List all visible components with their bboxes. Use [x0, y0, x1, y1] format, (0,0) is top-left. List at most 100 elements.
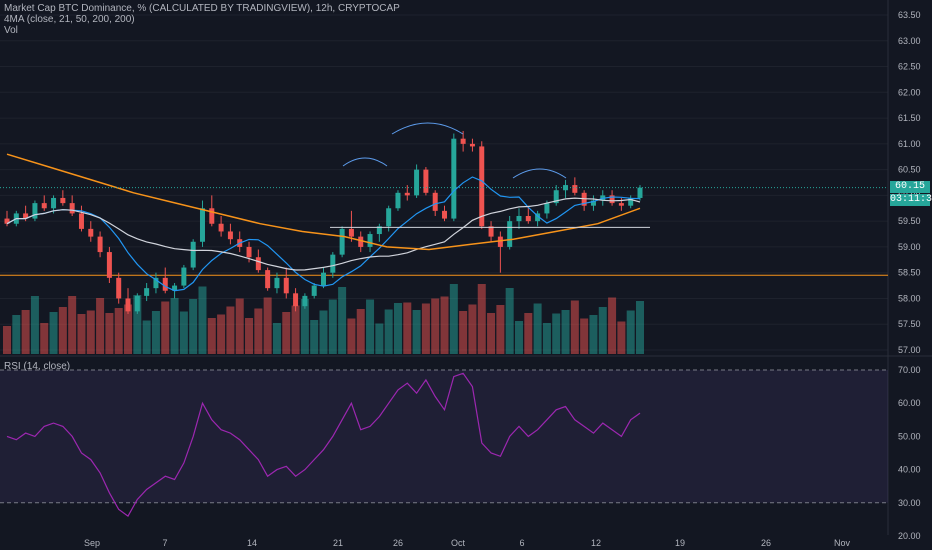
- candle-body[interactable]: [339, 228, 345, 255]
- candle-body[interactable]: [432, 192, 438, 211]
- candle-body[interactable]: [376, 226, 382, 235]
- price-axis-label[interactable]: 57.00: [898, 345, 921, 355]
- candle-body[interactable]: [190, 241, 196, 268]
- candle-body[interactable]: [209, 208, 215, 224]
- candle-body[interactable]: [637, 187, 643, 198]
- candle-body[interactable]: [535, 213, 541, 222]
- time-axis-label[interactable]: Nov: [834, 538, 851, 548]
- candle-body[interactable]: [153, 277, 159, 289]
- candle-body[interactable]: [274, 277, 280, 289]
- price-axis-label[interactable]: 58.50: [898, 268, 921, 278]
- time-axis-label[interactable]: 14: [247, 538, 257, 548]
- ma-200-line[interactable]: [6, 153, 641, 251]
- candle-body[interactable]: [144, 288, 150, 296]
- candle-body[interactable]: [88, 228, 94, 237]
- candle-body[interactable]: [51, 197, 57, 209]
- candle-body[interactable]: [116, 277, 122, 299]
- volume-indicator-label[interactable]: Vol: [4, 25, 18, 36]
- candle-body[interactable]: [423, 169, 429, 193]
- price-axis-label[interactable]: 62.50: [898, 62, 921, 72]
- rsi-axis-label[interactable]: 40.00: [898, 465, 921, 475]
- candle-body[interactable]: [525, 216, 531, 222]
- candle-body[interactable]: [172, 285, 178, 291]
- candle-body[interactable]: [563, 185, 569, 191]
- candle-body[interactable]: [488, 226, 494, 237]
- candle-body[interactable]: [358, 236, 364, 247]
- candle-body[interactable]: [367, 234, 373, 247]
- rsi-axis-label[interactable]: 60.00: [898, 398, 921, 408]
- candle-body[interactable]: [265, 270, 271, 289]
- price-axis-label[interactable]: 63.00: [898, 36, 921, 46]
- candle-body[interactable]: [414, 169, 420, 196]
- candle-body[interactable]: [181, 267, 187, 286]
- price-axis-label[interactable]: 59.50: [898, 216, 921, 226]
- candle-body[interactable]: [293, 293, 299, 307]
- price-axis-label[interactable]: 58.00: [898, 293, 921, 303]
- price-axis-label[interactable]: 57.50: [898, 319, 921, 329]
- candle-body[interactable]: [404, 192, 410, 196]
- time-axis-label[interactable]: 26: [761, 538, 771, 548]
- candle-body[interactable]: [572, 185, 578, 193]
- candle-body[interactable]: [497, 236, 503, 247]
- candle-body[interactable]: [41, 203, 47, 209]
- price-axis-label[interactable]: 62.00: [898, 87, 921, 97]
- candle-body[interactable]: [460, 138, 466, 144]
- candle-body[interactable]: [69, 203, 75, 214]
- candle-body[interactable]: [246, 246, 252, 258]
- time-axis-label[interactable]: 26: [393, 538, 403, 548]
- candle-body[interactable]: [395, 192, 401, 209]
- candle-body[interactable]: [442, 210, 448, 219]
- candle-body[interactable]: [330, 254, 336, 273]
- candle-body[interactable]: [618, 203, 624, 206]
- candle-body[interactable]: [23, 213, 29, 219]
- candle-body[interactable]: [162, 277, 168, 291]
- candle-body[interactable]: [609, 195, 615, 204]
- candle-body[interactable]: [283, 277, 289, 294]
- rsi-axis-label[interactable]: 20.00: [898, 531, 921, 541]
- price-axis-label[interactable]: 61.50: [898, 113, 921, 123]
- candle-body[interactable]: [97, 236, 103, 253]
- candle-body[interactable]: [106, 252, 112, 278]
- candle-body[interactable]: [386, 208, 392, 227]
- time-axis-label[interactable]: Sep: [84, 538, 100, 548]
- time-axis-label[interactable]: Oct: [451, 538, 466, 548]
- head-arc[interactable]: [391, 122, 464, 135]
- price-axis-label[interactable]: 60.50: [898, 165, 921, 175]
- time-axis-label[interactable]: 6: [519, 538, 524, 548]
- candle-body[interactable]: [507, 221, 513, 247]
- candle-body[interactable]: [451, 138, 457, 219]
- candle-body[interactable]: [227, 231, 233, 240]
- candle-body[interactable]: [628, 197, 634, 206]
- shoulder-arc-right[interactable]: [512, 168, 567, 179]
- price-axis-label[interactable]: 59.00: [898, 242, 921, 252]
- candle-body[interactable]: [469, 143, 475, 147]
- time-axis-label[interactable]: 12: [591, 538, 601, 548]
- candle-body[interactable]: [199, 208, 205, 242]
- rsi-line[interactable]: [6, 372, 641, 517]
- symbol-title[interactable]: Market Cap BTC Dominance, % (CALCULATED …: [4, 3, 400, 14]
- candle-body[interactable]: [544, 203, 550, 214]
- ma-slow-line[interactable]: [6, 197, 641, 271]
- rsi-indicator-label[interactable]: RSI (14, close): [4, 361, 71, 372]
- time-axis-label[interactable]: 7: [162, 538, 167, 548]
- shoulder-arc-left[interactable]: [342, 157, 388, 167]
- candle-body[interactable]: [4, 218, 10, 224]
- rsi-axis-label[interactable]: 50.00: [898, 431, 921, 441]
- candle-body[interactable]: [255, 257, 261, 271]
- time-axis-label[interactable]: 21: [333, 538, 343, 548]
- rsi-axis-label[interactable]: 30.00: [898, 498, 921, 508]
- candle-body[interactable]: [348, 228, 354, 237]
- candle-body[interactable]: [60, 197, 66, 204]
- candle-body[interactable]: [553, 190, 559, 204]
- candle-body[interactable]: [321, 272, 326, 286]
- candle-body[interactable]: [479, 146, 485, 227]
- time-axis-label[interactable]: 19: [675, 538, 685, 548]
- rsi-axis-label[interactable]: 70.00: [898, 365, 921, 375]
- price-axis-label[interactable]: 61.00: [898, 139, 921, 149]
- ma-fast-line[interactable]: [6, 176, 641, 292]
- candle-body[interactable]: [32, 203, 38, 219]
- price-axis-label[interactable]: 63.50: [898, 10, 921, 20]
- candle-body[interactable]: [590, 200, 596, 206]
